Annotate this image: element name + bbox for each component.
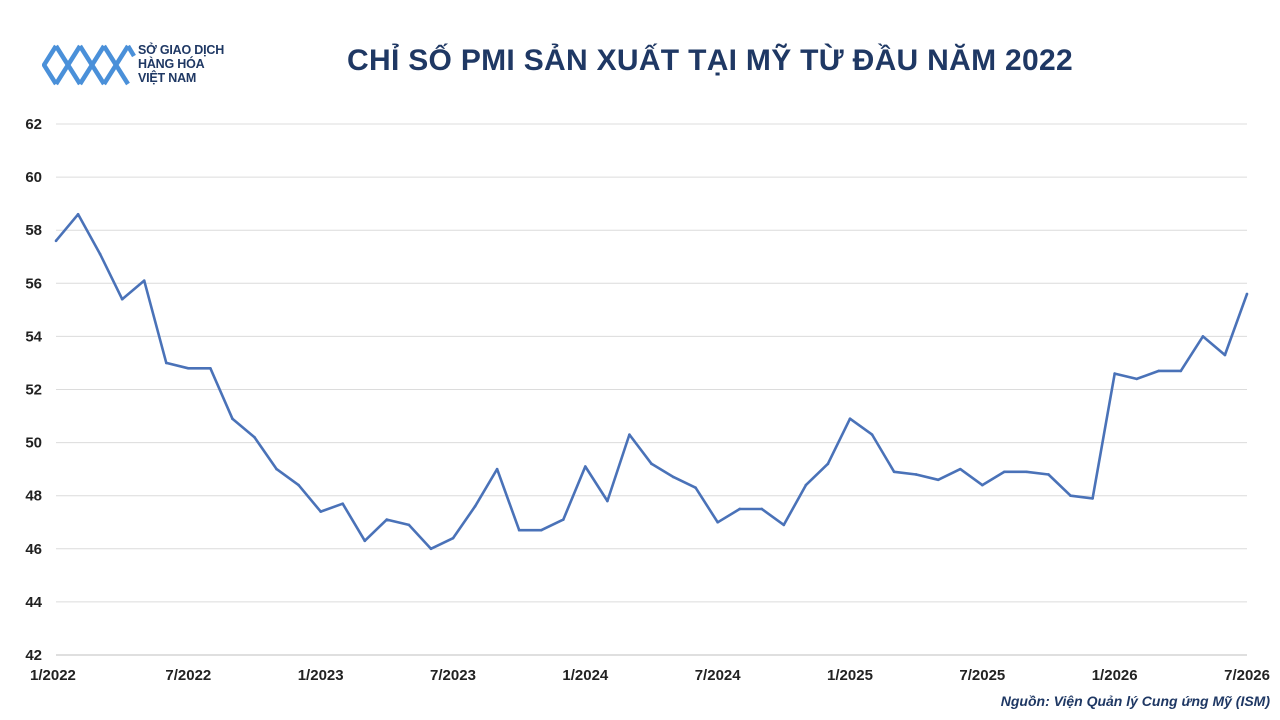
- data-point: [981, 483, 984, 487]
- data-point: [319, 510, 322, 513]
- y-tick-label: 54: [25, 328, 42, 345]
- data-point: [738, 507, 742, 511]
- y-tick-label: 58: [25, 222, 42, 239]
- logo: SỞ GIAO DỊCH HÀNG HÓA VIỆT NAM: [42, 40, 242, 90]
- pmi-series-line: [55, 213, 1249, 551]
- data-point: [495, 467, 499, 471]
- y-tick-label: 60: [25, 169, 42, 186]
- data-point: [848, 417, 852, 421]
- data-point: [694, 486, 697, 490]
- data-point: [606, 499, 609, 503]
- data-point: [363, 539, 367, 543]
- x-tick-label: 1/2023: [298, 667, 344, 684]
- data-point: [804, 483, 808, 487]
- data-point: [1157, 369, 1161, 373]
- data-point: [1135, 377, 1139, 381]
- y-tick-label: 42: [25, 647, 42, 664]
- data-point: [98, 252, 102, 256]
- data-point: [142, 279, 146, 282]
- data-point: [1201, 335, 1205, 338]
- data-point: [1069, 494, 1072, 498]
- y-tick-label: 50: [25, 435, 42, 452]
- data-point: [187, 366, 190, 370]
- y-tick-label: 44: [25, 594, 42, 611]
- data-point: [1091, 497, 1094, 500]
- data-point: [517, 528, 521, 532]
- logo-line-2: HÀNG HÓA: [138, 57, 205, 71]
- x-tick-label: 7/2025: [959, 667, 1005, 684]
- y-tick-label: 46: [25, 541, 42, 558]
- x-tick-label: 1/2022: [30, 667, 76, 684]
- data-point: [209, 366, 212, 370]
- data-point: [385, 518, 389, 521]
- data-point: [782, 523, 786, 527]
- x-tick-label: 1/2026: [1092, 667, 1138, 684]
- data-point: [76, 212, 80, 216]
- data-point: [473, 505, 477, 508]
- data-point: [716, 520, 719, 524]
- data-point: [231, 417, 234, 421]
- data-point: [429, 547, 433, 551]
- data-point: [1179, 369, 1183, 373]
- chart-title: CHỈ SỐ PMI SẢN XUẤT TẠI MỸ TỪ ĐẦU NĂM 20…: [347, 44, 1073, 77]
- data-point: [672, 475, 675, 479]
- data-point: [650, 462, 653, 466]
- data-point: [451, 536, 455, 540]
- data-point: [936, 478, 940, 482]
- data-point: [297, 483, 300, 487]
- x-tick-label: 7/2022: [165, 667, 211, 684]
- data-point: [628, 433, 631, 436]
- data-point: [341, 502, 345, 505]
- y-tick-label: 52: [25, 382, 42, 399]
- data-point: [539, 528, 543, 532]
- logo-line-3: VIỆT NAM: [138, 71, 197, 85]
- data-point: [584, 465, 587, 468]
- data-point: [1113, 372, 1116, 375]
- x-tick-label: 1/2024: [562, 667, 609, 684]
- source-note: Nguồn: Viện Quản lý Cung ứng Mỹ (ISM): [1000, 693, 1270, 709]
- y-tick-label: 56: [25, 275, 42, 292]
- logo-mark-icon: [42, 44, 136, 86]
- x-tick-label: 7/2023: [430, 667, 476, 684]
- data-point: [120, 297, 124, 301]
- data-point: [1047, 473, 1050, 476]
- logo-text: SỞ GIAO DỊCH HÀNG HÓA VIỆT NAM: [138, 43, 224, 85]
- x-tick-label: 7/2024: [695, 667, 742, 684]
- data-point: [1223, 353, 1227, 357]
- data-point: [54, 239, 58, 243]
- data-point: [958, 467, 962, 471]
- data-point: [870, 433, 874, 436]
- data-point: [164, 361, 168, 365]
- y-tick-label: 48: [25, 488, 42, 505]
- data-point: [253, 435, 256, 439]
- x-tick-label: 1/2025: [827, 667, 873, 684]
- data-point: [1003, 470, 1006, 474]
- data-point: [275, 467, 278, 471]
- x-tick-label: 7/2026: [1224, 667, 1270, 684]
- data-point: [1025, 470, 1028, 474]
- data-point: [892, 470, 896, 474]
- data-point: [1245, 292, 1249, 296]
- data-point: [826, 462, 830, 466]
- data-point: [914, 473, 918, 476]
- data-point: [760, 507, 764, 511]
- logo-line-1: SỞ GIAO DỊCH: [138, 43, 225, 57]
- data-point: [561, 518, 565, 521]
- data-point: [407, 523, 411, 527]
- y-tick-label: 62: [25, 116, 42, 133]
